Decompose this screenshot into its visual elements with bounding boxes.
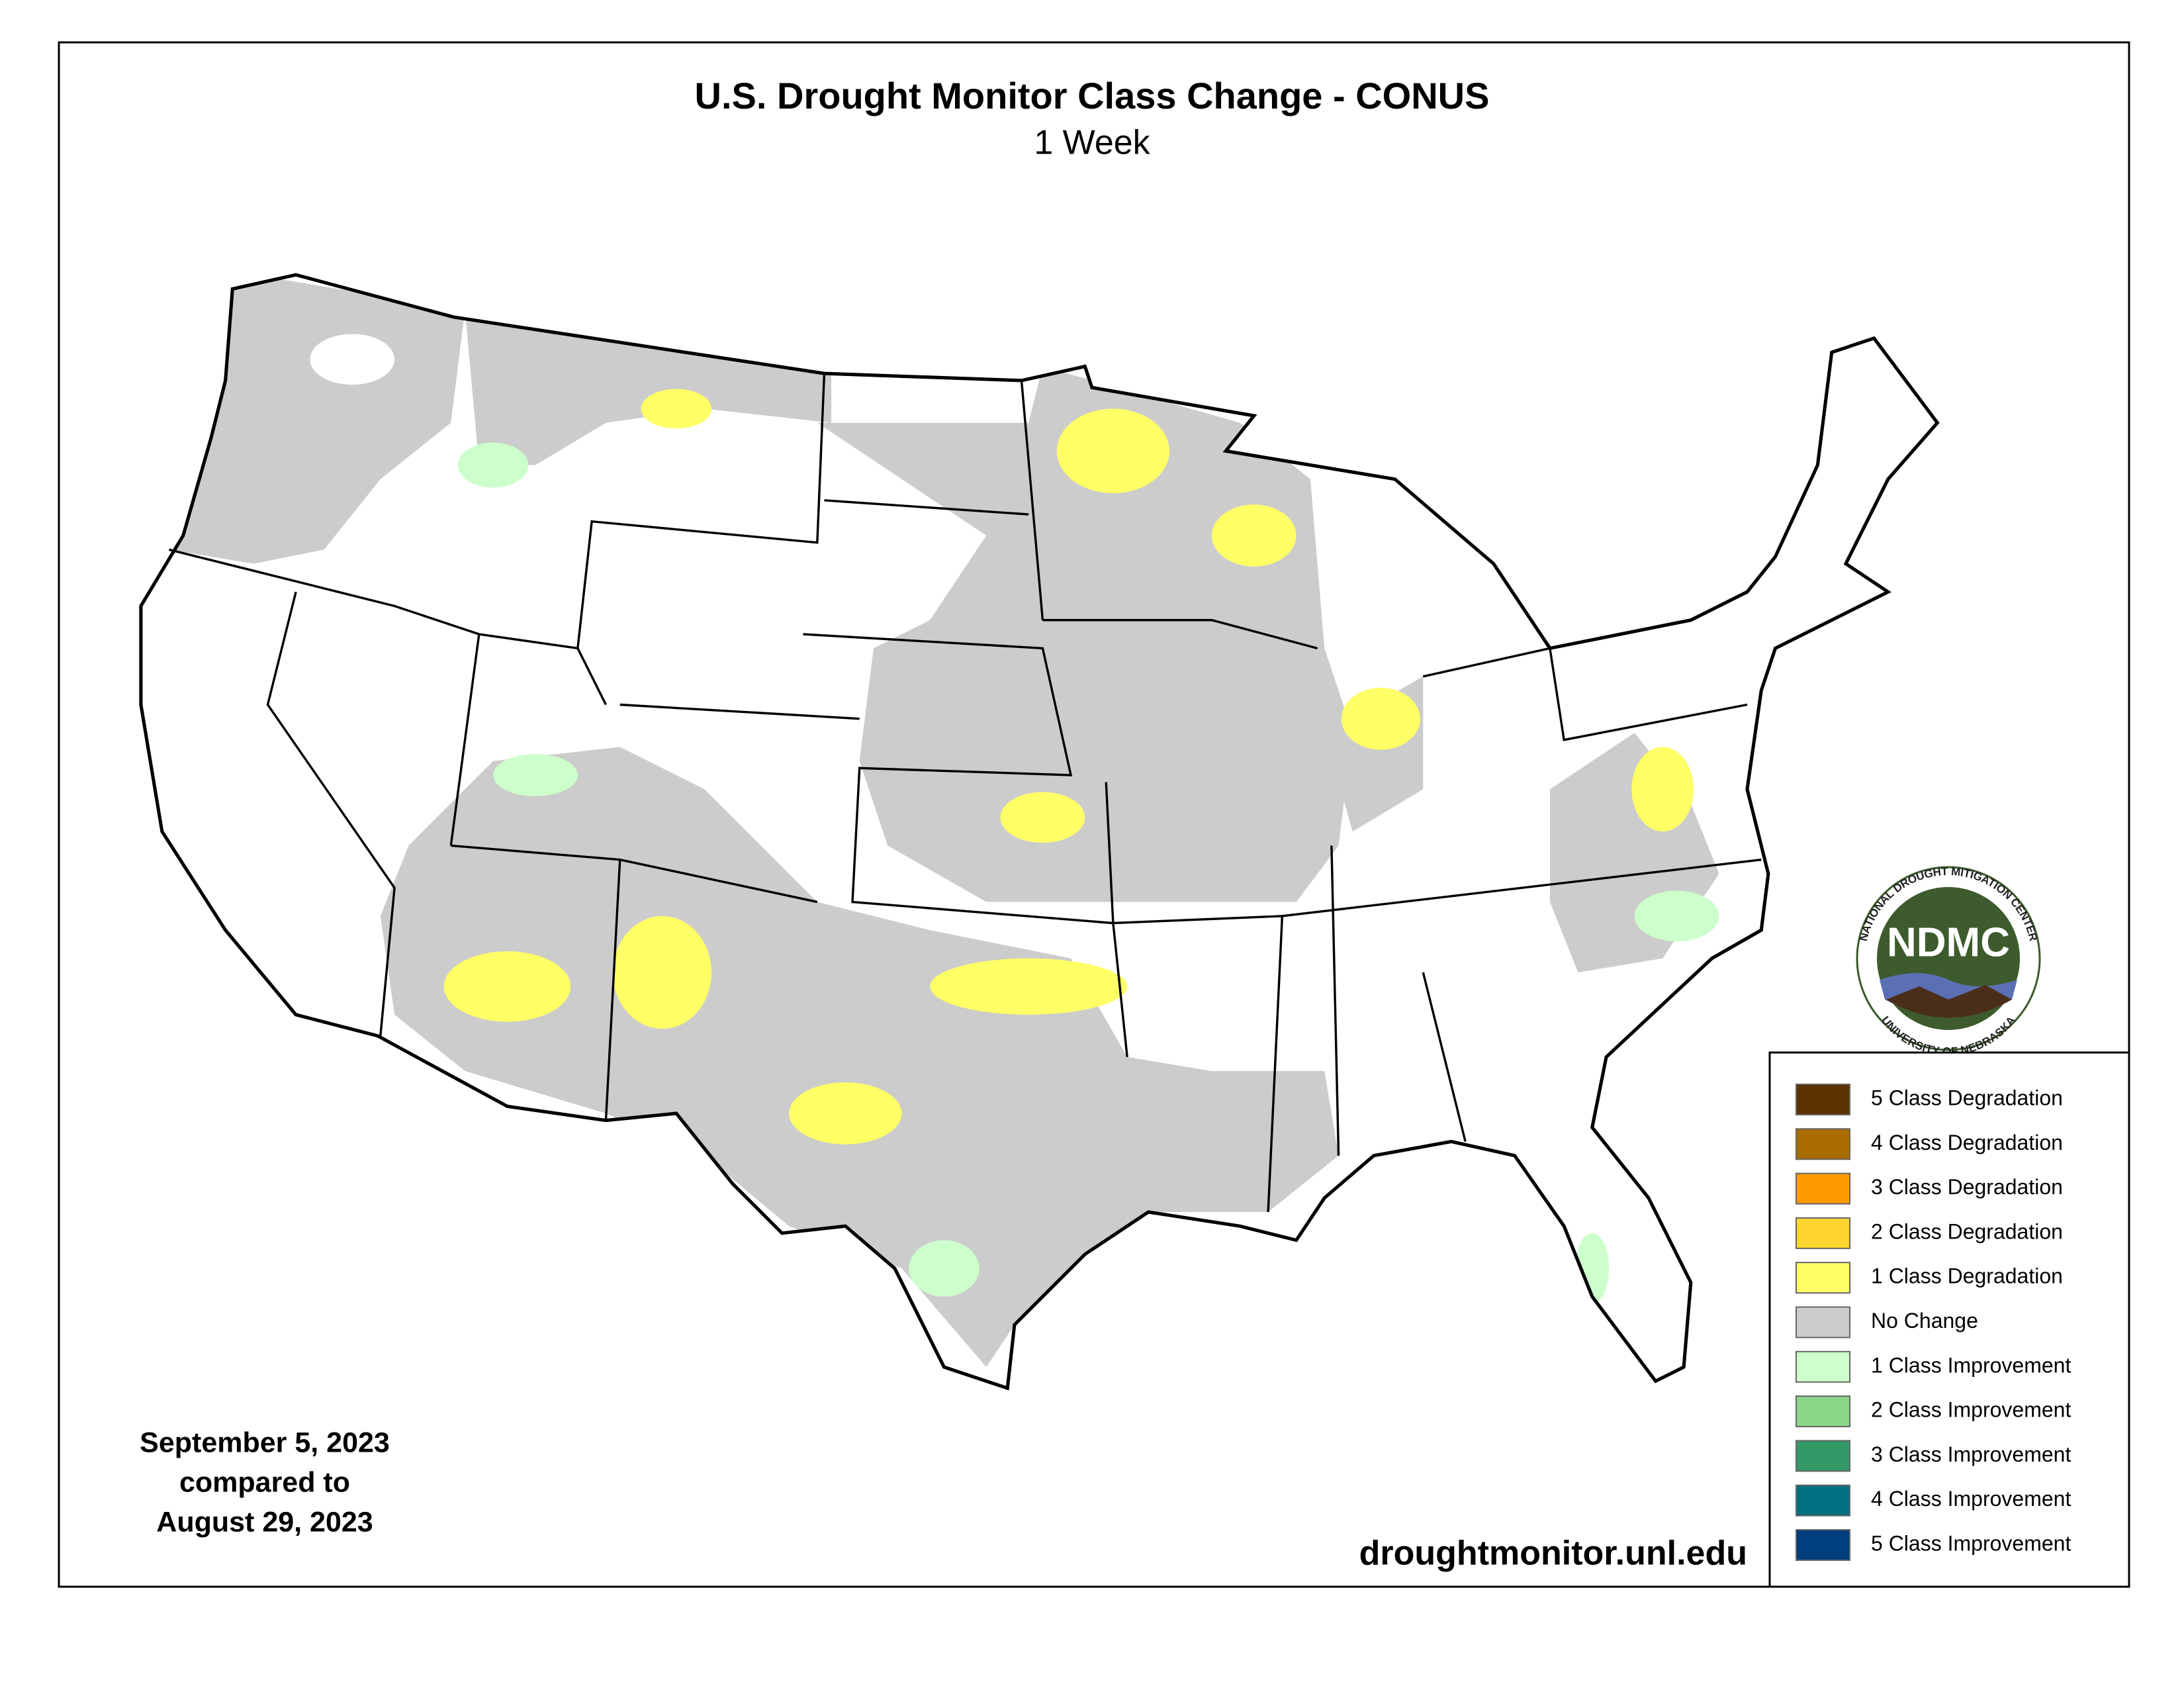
legend-swatch xyxy=(1796,1217,1850,1249)
degradation-area xyxy=(641,389,712,429)
degradation-area xyxy=(1211,504,1297,567)
subtitle: 1 Week xyxy=(1034,124,1150,162)
degradation-area xyxy=(613,915,712,1029)
no-change-area xyxy=(380,747,1339,1368)
ndmc-logo: NDMC NATIONAL DROUGHT MITIGATION CENTER … xyxy=(1856,865,2041,1058)
legend-swatch xyxy=(1796,1350,1850,1383)
legend-swatch xyxy=(1796,1529,1850,1561)
improvement-area xyxy=(493,754,578,796)
no-change-area xyxy=(169,275,465,564)
degradation-area xyxy=(1000,792,1085,843)
date-line: August 29, 2023 xyxy=(156,1506,373,1538)
improvement-area xyxy=(457,442,529,488)
unchanged-area xyxy=(310,334,395,385)
no-change-area xyxy=(465,310,832,465)
improvement-area xyxy=(909,1240,979,1297)
degradation-area xyxy=(930,958,1128,1015)
legend-label: 3 Class Degradation xyxy=(1871,1175,2063,1199)
legend-swatch xyxy=(1796,1262,1850,1294)
legend-label: 5 Class Improvement xyxy=(1871,1531,2071,1555)
conus-outline xyxy=(139,273,1940,1391)
legend-label: 4 Class Degradation xyxy=(1871,1131,2063,1154)
legend-swatch xyxy=(1796,1172,1850,1205)
logo-name: NDMC xyxy=(1887,919,2010,965)
legend-label: 3 Class Improvement xyxy=(1871,1442,2071,1466)
degradation-area xyxy=(1056,408,1170,494)
date-note: September 5, 2023 compared to August 29, 2… xyxy=(140,1427,390,1538)
legend-swatch xyxy=(1796,1484,1850,1517)
date-line: compared to xyxy=(179,1466,350,1498)
legend-label: 2 Class Degradation xyxy=(1871,1219,2063,1243)
legend-swatch xyxy=(1796,1084,1850,1115)
legend-label: 4 Class Improvement xyxy=(1871,1487,2071,1511)
state-lines xyxy=(139,273,1940,1391)
legend-swatch xyxy=(1796,1306,1850,1338)
improvement-area xyxy=(1634,890,1719,942)
degradation-area xyxy=(1631,747,1694,832)
source-url: droughtmonitor.unl.edu xyxy=(1359,1534,1747,1573)
legend-label: 5 Class Degradation xyxy=(1871,1086,2063,1109)
no-change-area xyxy=(817,366,1353,902)
change-areas xyxy=(169,275,1719,1368)
title: U.S. Drought Monitor Class Change - CONU… xyxy=(695,75,1490,117)
legend-swatch xyxy=(1796,1128,1850,1160)
degradation-area xyxy=(443,951,571,1022)
legend-label: No Change xyxy=(1871,1309,1978,1333)
legend-label: 1 Class Degradation xyxy=(1871,1264,2063,1288)
degradation-area xyxy=(789,1082,902,1145)
logo-land xyxy=(1886,985,2012,1018)
legend-label: 1 Class Improvement xyxy=(1871,1353,2071,1377)
date-line: September 5, 2023 xyxy=(140,1427,390,1458)
degradation-area xyxy=(1341,687,1421,750)
legend-label: 2 Class Improvement xyxy=(1871,1398,2071,1422)
map xyxy=(139,273,1940,1391)
legend-swatch xyxy=(1796,1395,1850,1428)
legend-swatch xyxy=(1796,1440,1850,1472)
legend: 5 Class Degradation 4 Class Degradation 3 … xyxy=(1796,1084,2071,1561)
